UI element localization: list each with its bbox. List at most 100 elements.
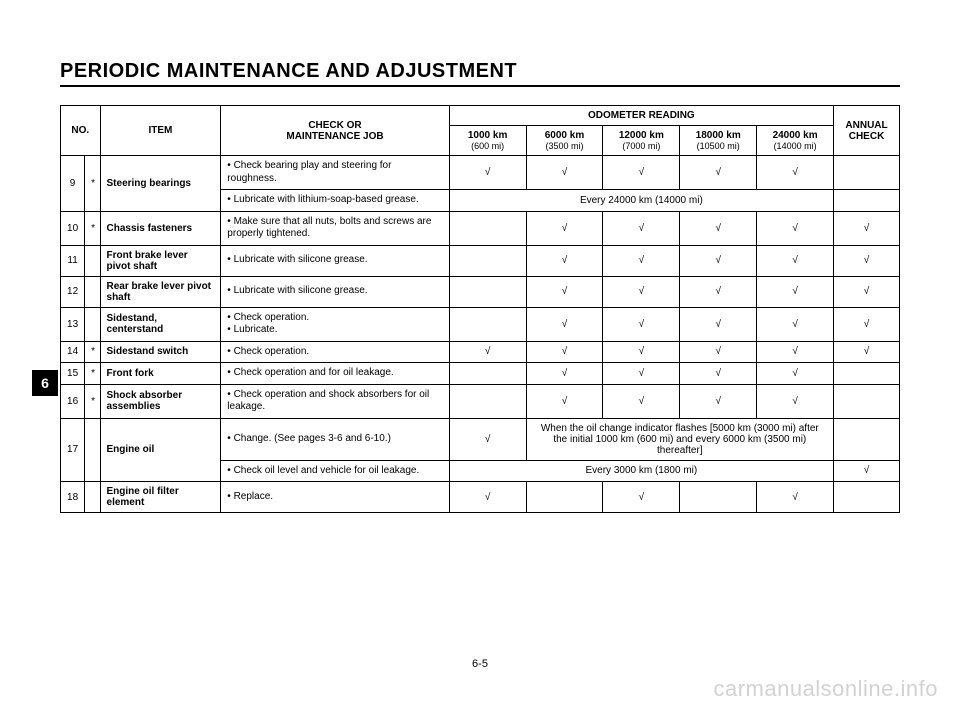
cell-od: √ xyxy=(757,482,834,513)
cell-job: Check operation and for oil leakage. xyxy=(221,363,449,385)
cell-od-span: Every 3000 km (1800 mi) xyxy=(449,460,833,482)
cell-od: √ xyxy=(603,363,680,385)
cell-no: 15 xyxy=(61,363,85,385)
cell-no: 9 xyxy=(61,156,85,212)
cell-od: √ xyxy=(603,211,680,245)
header-od-3: 12000 km(7000 mi) xyxy=(603,126,680,156)
cell-no: 18 xyxy=(61,482,85,513)
cell-item: Steering bearings xyxy=(100,156,221,212)
cell-od: √ xyxy=(757,245,834,276)
cell-no: 13 xyxy=(61,307,85,341)
watermark: carmanualsonline.info xyxy=(713,676,938,702)
cell-od xyxy=(449,384,526,418)
cell-job: Change. (See pages 3-6 and 6-10.) xyxy=(221,418,449,460)
table-body: 9*Steering bearingsCheck bearing play an… xyxy=(61,156,900,513)
cell-od: √ xyxy=(680,384,757,418)
cell-item: Rear brake lever pivot shaft xyxy=(100,276,221,307)
cell-job: Check operation.Lubricate. xyxy=(221,307,449,341)
cell-od: √ xyxy=(757,276,834,307)
cell-no: 17 xyxy=(61,418,85,482)
cell-od: √ xyxy=(757,211,834,245)
cell-annual: √ xyxy=(834,460,900,482)
table-row: 17Engine oilChange. (See pages 3-6 and 6… xyxy=(61,418,900,460)
cell-annual: √ xyxy=(834,307,900,341)
cell-job: Check operation. xyxy=(221,341,449,363)
cell-od: √ xyxy=(757,341,834,363)
header-od-4: 18000 km(10500 mi) xyxy=(680,126,757,156)
cell-item: Chassis fasteners xyxy=(100,211,221,245)
cell-od: √ xyxy=(526,156,603,190)
cell-od: √ xyxy=(526,341,603,363)
cell-annual xyxy=(834,418,900,460)
cell-no: 14 xyxy=(61,341,85,363)
cell-star: * xyxy=(85,363,100,385)
cell-item: Front fork xyxy=(100,363,221,385)
cell-star xyxy=(85,482,100,513)
table-header: NO. ITEM CHECK OR MAINTENANCE JOB ODOMET… xyxy=(61,106,900,156)
cell-annual: √ xyxy=(834,276,900,307)
header-od-2: 6000 km(3500 mi) xyxy=(526,126,603,156)
table-row: 18Engine oil filter elementReplace.√√√ xyxy=(61,482,900,513)
chapter-tab: 6 xyxy=(32,370,58,396)
header-od-1: 1000 km(600 mi) xyxy=(449,126,526,156)
cell-od: √ xyxy=(680,211,757,245)
cell-no: 11 xyxy=(61,245,85,276)
cell-od: √ xyxy=(603,156,680,190)
cell-od: √ xyxy=(603,384,680,418)
cell-od: √ xyxy=(449,482,526,513)
cell-od: √ xyxy=(526,307,603,341)
cell-item: Front brake lever pivot shaft xyxy=(100,245,221,276)
cell-od xyxy=(449,211,526,245)
cell-od: √ xyxy=(757,307,834,341)
cell-od: √ xyxy=(526,276,603,307)
cell-star: * xyxy=(85,384,100,418)
cell-job: Lubricate with lithium-soap-based grease… xyxy=(221,190,449,212)
cell-annual: √ xyxy=(834,245,900,276)
cell-job: Check operation and shock absorbers for … xyxy=(221,384,449,418)
cell-job: Check bearing play and steering for roug… xyxy=(221,156,449,190)
cell-annual xyxy=(834,156,900,190)
cell-od xyxy=(449,363,526,385)
cell-star xyxy=(85,307,100,341)
cell-od: √ xyxy=(680,245,757,276)
table-row: 14*Sidestand switchCheck operation.√√√√√… xyxy=(61,341,900,363)
table-row: 12Rear brake lever pivot shaftLubricate … xyxy=(61,276,900,307)
cell-od-span: When the oil change indicator flashes [5… xyxy=(526,418,834,460)
maintenance-table: NO. ITEM CHECK OR MAINTENANCE JOB ODOMET… xyxy=(60,105,900,513)
cell-od: √ xyxy=(680,307,757,341)
cell-od: √ xyxy=(526,384,603,418)
table-row: 11 Front brake lever pivot shaftLubricate… xyxy=(61,245,900,276)
cell-annual xyxy=(834,363,900,385)
cell-od xyxy=(680,482,757,513)
cell-od: √ xyxy=(680,156,757,190)
cell-no: 12 xyxy=(61,276,85,307)
header-odometer: ODOMETER READING xyxy=(449,106,833,126)
cell-star xyxy=(85,418,100,482)
cell-item: Engine oil xyxy=(100,418,221,482)
cell-od: √ xyxy=(757,156,834,190)
cell-od: √ xyxy=(680,276,757,307)
header-od-5: 24000 km(14000 mi) xyxy=(757,126,834,156)
cell-od xyxy=(526,482,603,513)
cell-annual: √ xyxy=(834,341,900,363)
cell-job: Lubricate with silicone grease. xyxy=(221,245,449,276)
cell-od xyxy=(449,245,526,276)
cell-od: √ xyxy=(757,363,834,385)
table-row: 13Sidestand, centerstandCheck operation.… xyxy=(61,307,900,341)
cell-od-span: Every 24000 km (14000 mi) xyxy=(449,190,833,212)
cell-item: Sidestand switch xyxy=(100,341,221,363)
cell-od: √ xyxy=(603,482,680,513)
table-row: 16*Shock absorber assembliesCheck operat… xyxy=(61,384,900,418)
cell-star: * xyxy=(85,156,100,212)
cell-annual xyxy=(834,190,900,212)
cell-job: Check oil level and vehicle for oil leak… xyxy=(221,460,449,482)
header-annual: ANNUAL CHECK xyxy=(834,106,900,156)
cell-od xyxy=(449,307,526,341)
cell-od: √ xyxy=(757,384,834,418)
cell-od: √ xyxy=(603,276,680,307)
cell-star xyxy=(85,276,100,307)
table-row: 9*Steering bearingsCheck bearing play an… xyxy=(61,156,900,190)
cell-job: Replace. xyxy=(221,482,449,513)
cell-star xyxy=(85,245,100,276)
cell-item: Engine oil filter element xyxy=(100,482,221,513)
